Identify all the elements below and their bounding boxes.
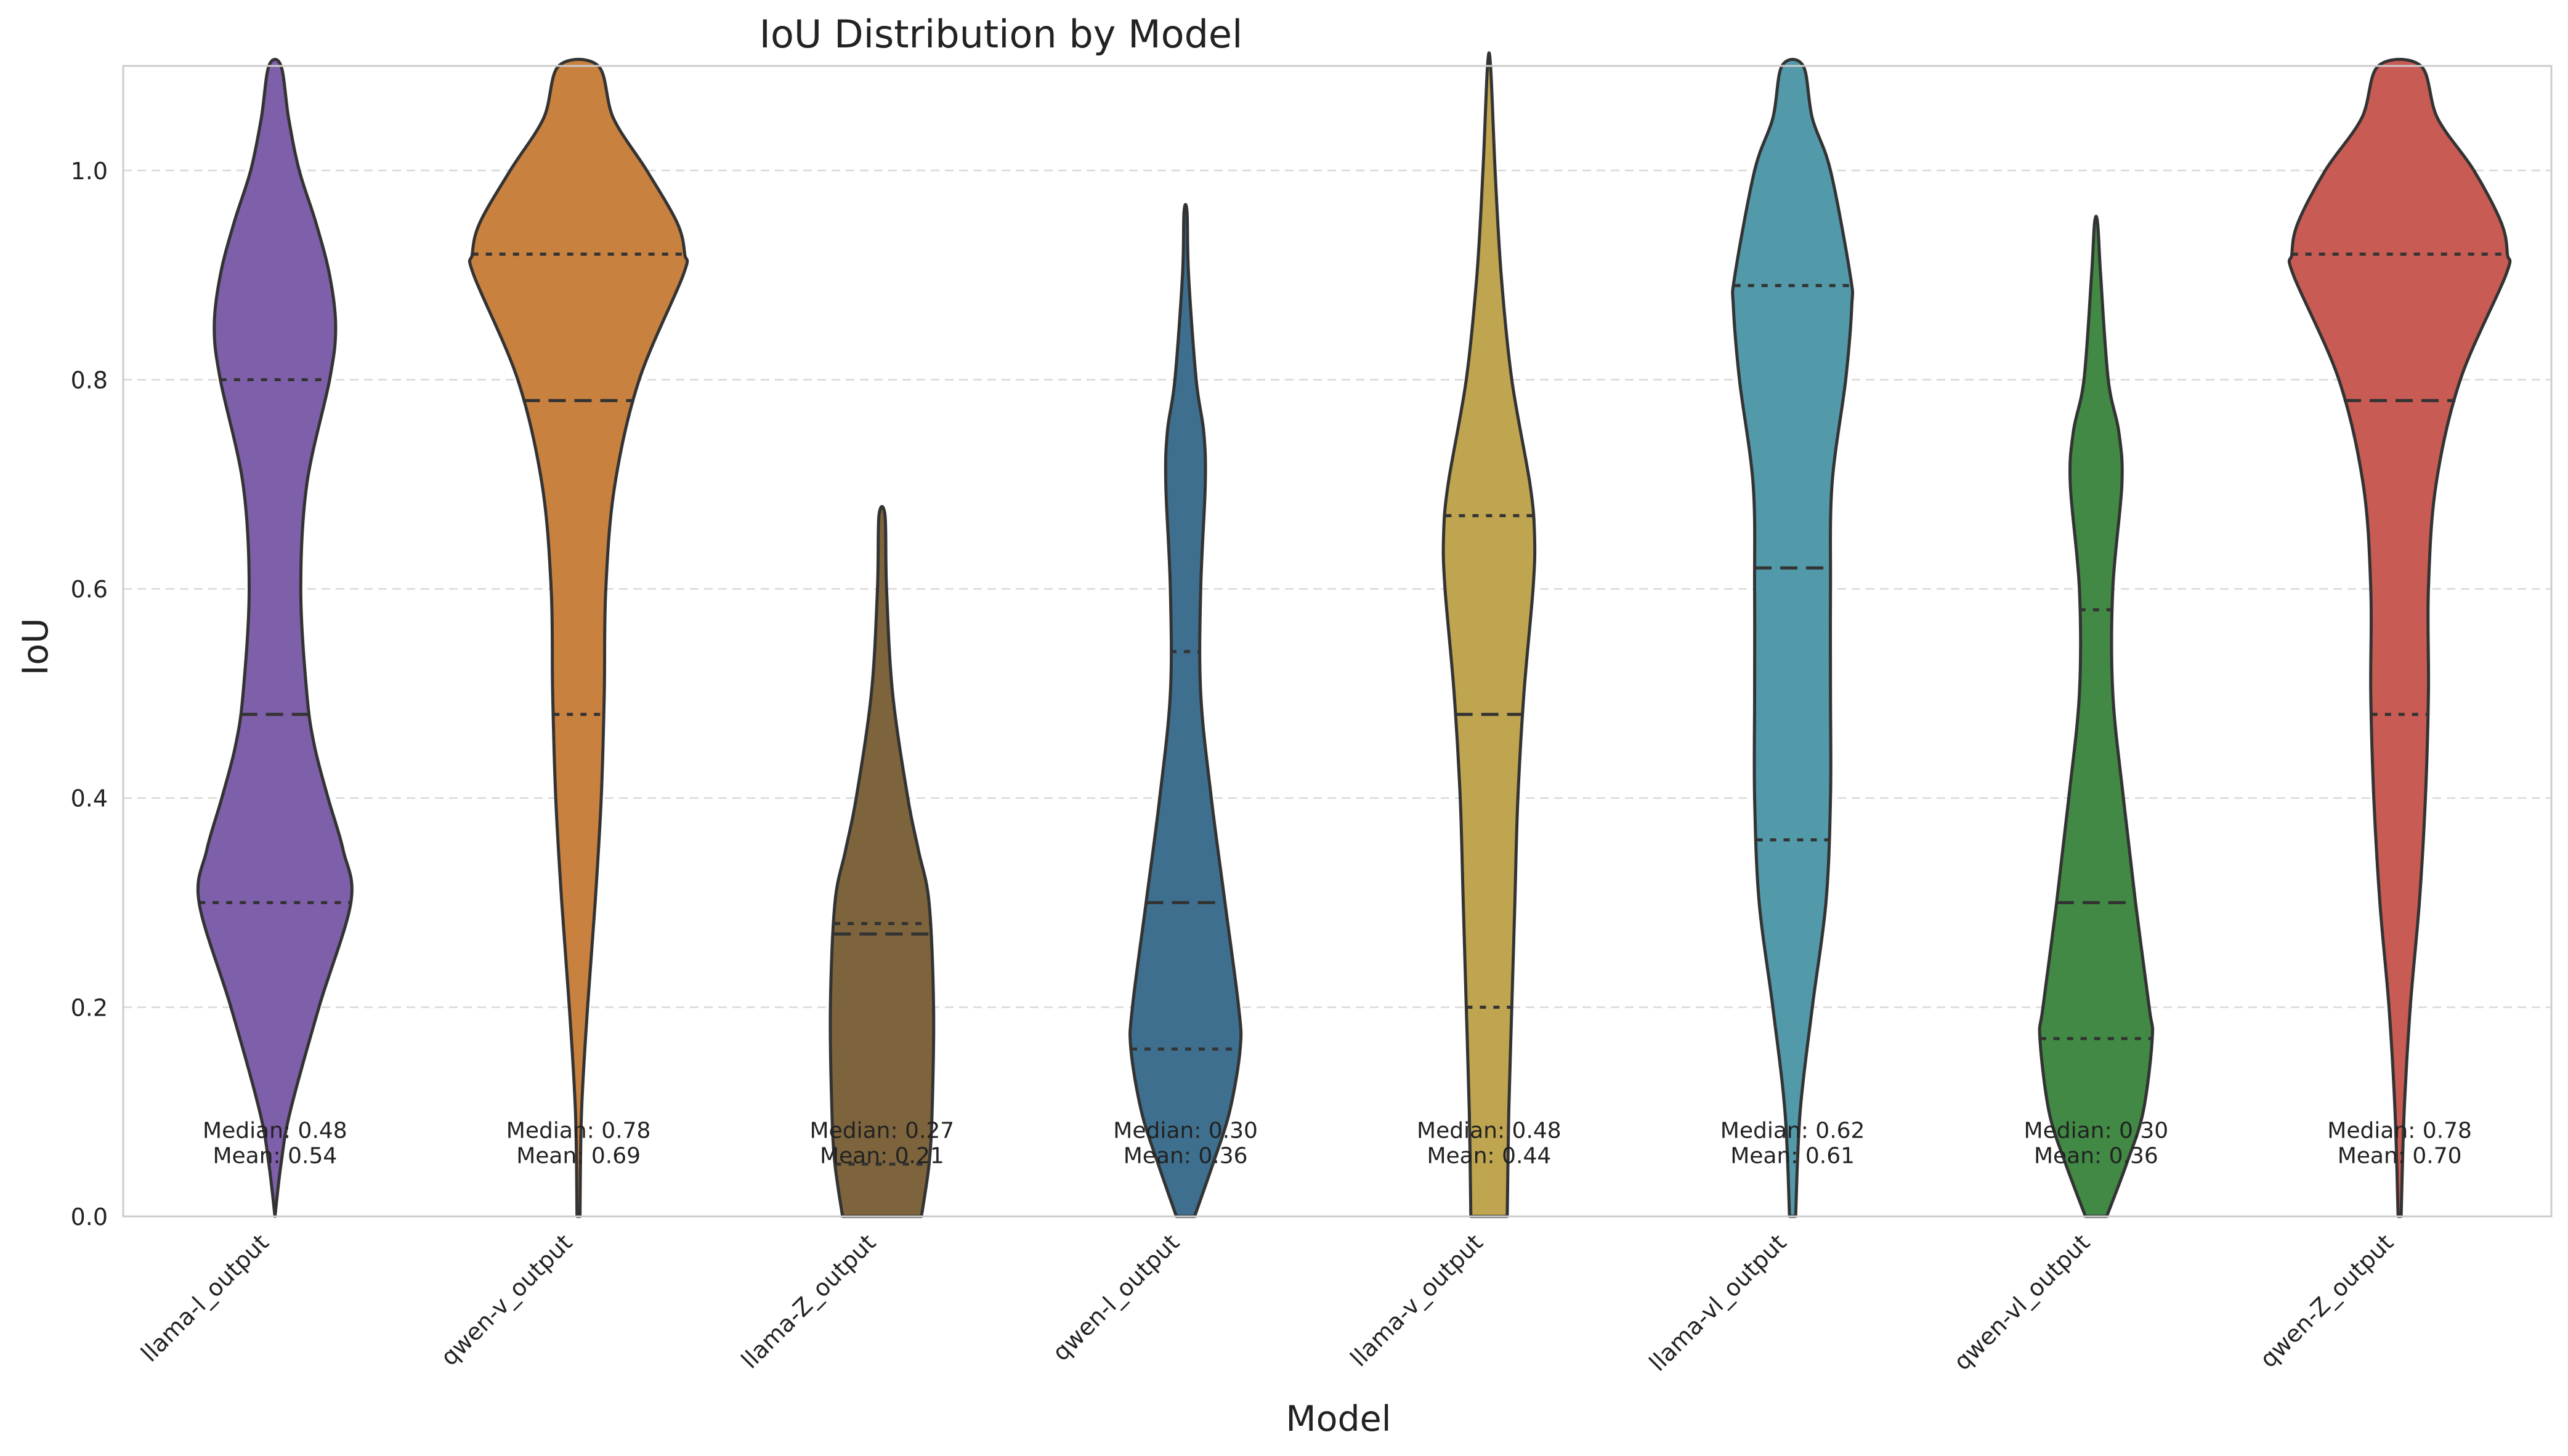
violin-qwen-v_output xyxy=(468,57,689,1218)
y-axis-label: IoU xyxy=(15,618,56,675)
violin-qwen-l_output xyxy=(1128,203,1243,1218)
median-annotation: Median: 0.78 xyxy=(2327,1118,2472,1144)
mean-annotation: Mean: 0.44 xyxy=(1427,1143,1551,1168)
chart-title: IoU Distribution by Model xyxy=(759,12,1243,57)
median-annotation: Median: 0.62 xyxy=(1720,1118,1865,1144)
violin-qwen-Z_output xyxy=(2287,57,2512,1218)
y-tick-label: 1.0 xyxy=(71,158,108,185)
mean-annotation: Mean: 0.36 xyxy=(2034,1143,2158,1168)
y-tick-label: 0.4 xyxy=(71,785,108,812)
median-annotation: Median: 0.27 xyxy=(810,1118,955,1144)
y-tick-label: 0.2 xyxy=(71,994,108,1021)
mean-annotation: Mean: 0.54 xyxy=(213,1143,337,1168)
median-annotation: Median: 0.78 xyxy=(506,1118,651,1144)
median-annotation: Median: 0.48 xyxy=(203,1118,347,1144)
y-tick-label: 0.6 xyxy=(71,576,108,603)
mean-annotation: Mean: 0.36 xyxy=(1124,1143,1248,1168)
violin-llama-l_output xyxy=(196,57,354,1218)
plot-frame xyxy=(122,65,2553,1218)
x-axis-label: Model xyxy=(1286,1399,1391,1439)
median-annotation: Median: 0.48 xyxy=(1417,1118,1561,1144)
median-annotation: Median: 0.30 xyxy=(2024,1118,2169,1144)
mean-annotation: Mean: 0.61 xyxy=(1730,1143,1855,1168)
violin-llama-v_output xyxy=(1441,51,1537,1218)
mean-annotation: Mean: 0.69 xyxy=(516,1143,641,1168)
violin-llama-vl_output xyxy=(1731,57,1855,1218)
violins xyxy=(196,51,2512,1218)
y-tick-label: 0.8 xyxy=(71,366,108,394)
y-tick-label: 0.0 xyxy=(71,1203,108,1231)
violin-llama-Z_output xyxy=(828,504,936,1218)
median-annotation: Median: 0.30 xyxy=(1113,1118,1258,1144)
mean-annotation: Mean: 0.70 xyxy=(2338,1143,2462,1168)
mean-annotation: Mean: 0.21 xyxy=(820,1143,944,1168)
violin-qwen-vl_output xyxy=(2038,214,2155,1218)
